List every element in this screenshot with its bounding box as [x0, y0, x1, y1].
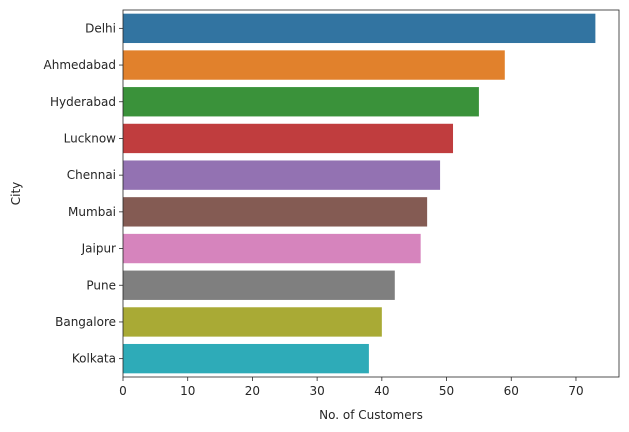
y-tick-label: Chennai — [67, 168, 116, 182]
x-tick-label: 10 — [180, 384, 195, 398]
x-tick-label: 0 — [119, 384, 127, 398]
x-axis-label: No. of Customers — [319, 408, 423, 422]
bar-ahmedabad — [123, 50, 505, 80]
x-tick-label: 70 — [568, 384, 583, 398]
bar-bangalore — [123, 307, 382, 337]
y-axis-label: City — [9, 182, 23, 206]
bar-delhi — [123, 13, 596, 44]
bar-lucknow — [123, 123, 454, 154]
y-tick-label: Pune — [86, 278, 116, 292]
x-tick-label: 40 — [374, 384, 389, 398]
y-tick-label: Hyderabad — [50, 95, 116, 109]
x-tick-label: 60 — [504, 384, 519, 398]
y-tick-label: Ahmedabad — [44, 58, 116, 72]
bar-chennai — [123, 160, 441, 190]
bar-mumbai — [123, 197, 428, 227]
bar-jaipur — [123, 233, 421, 264]
y-tick-label: Kolkata — [72, 352, 116, 366]
bar-hyderabad — [123, 87, 479, 117]
y-tick-label: Lucknow — [64, 131, 117, 145]
y-axis-ticks: Delhi Ahmedabad Hyderabad Lucknow Chennai Mum… — [44, 21, 123, 366]
plot-frame — [122, 9, 620, 378]
bar-kolkata — [123, 343, 369, 374]
bars-group — [123, 13, 596, 374]
x-tick-label: 20 — [245, 384, 260, 398]
y-tick-label: Delhi — [85, 21, 116, 35]
y-tick-label: Bangalore — [55, 315, 116, 329]
y-tick-label: Jaipur — [81, 242, 116, 256]
y-tick-label: Mumbai — [68, 205, 116, 219]
x-tick-label: 50 — [439, 384, 454, 398]
x-axis-ticks: 0 10 20 30 40 50 60 70 — [119, 377, 584, 398]
x-tick-label: 30 — [309, 384, 324, 398]
bar-pune — [123, 270, 395, 300]
